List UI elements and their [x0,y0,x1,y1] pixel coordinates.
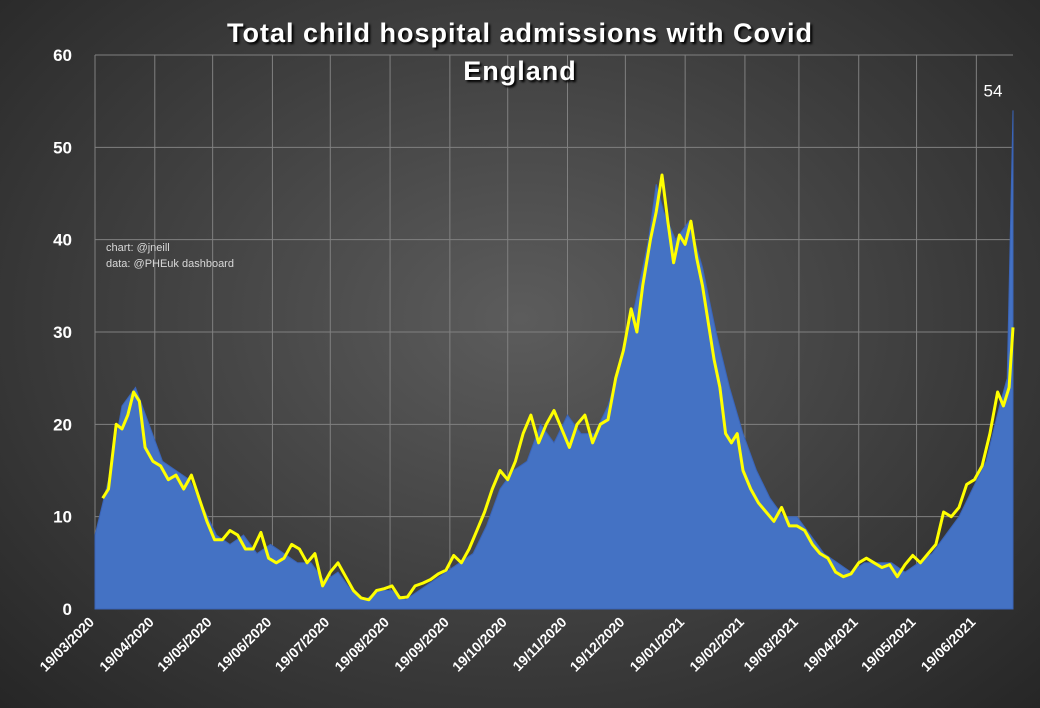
x-tick-label: 19/02/2021 [686,614,747,675]
x-tick-label: 19/06/2020 [214,614,275,675]
last-value-annotation: 54 [984,81,1003,100]
x-tick-label: 19/05/2021 [858,614,919,675]
x-tick-label: 19/11/2020 [509,614,569,674]
x-tick-label: 19/04/2021 [800,614,861,675]
x-tick-label: 19/05/2020 [154,614,215,675]
y-tick-label: 30 [53,323,72,342]
chart-credits: chart: @jneill data: @PHEuk dashboard [106,240,234,272]
x-tick-label: 19/12/2020 [567,614,628,675]
x-tick-label: 19/07/2020 [272,614,333,675]
daily-admissions-area [94,110,1014,610]
chart-title: Total child hospital admissions with Cov… [226,18,814,48]
y-tick-label: 10 [53,508,72,527]
y-tick-label: 60 [53,46,72,65]
x-tick-label: 19/06/2021 [918,614,979,675]
x-tick-label: 19/03/2020 [36,614,97,675]
y-axis-tick-labels: 0 10 20 30 40 50 60 [53,46,72,619]
x-tick-label: 19/04/2020 [96,614,157,675]
x-tick-label: 19/09/2020 [391,614,452,675]
credit-chart-author: chart: @jneill [106,242,170,254]
daily-admissions-area-layer [94,110,1014,610]
y-tick-label: 40 [53,231,72,250]
chart-title-block: Total child hospital admissions with Cov… [0,14,1040,90]
x-tick-label: 19/01/2021 [626,614,687,675]
credit-data-source: data: @PHEuk dashboard [106,258,234,270]
x-axis-tick-labels: 19/03/202019/04/202019/05/202019/06/2020… [36,614,978,675]
x-tick-label: 19/10/2020 [449,614,510,675]
x-tick-label: 19/03/2021 [740,614,801,675]
y-tick-label: 0 [63,600,72,619]
y-tick-label: 50 [53,138,72,157]
seven-day-average-line [101,173,1015,602]
y-tick-label: 20 [53,415,72,434]
chart-subtitle: England [463,56,577,86]
x-tick-label: 19/08/2020 [331,614,392,675]
seven-day-average-line-layer [101,173,1015,602]
